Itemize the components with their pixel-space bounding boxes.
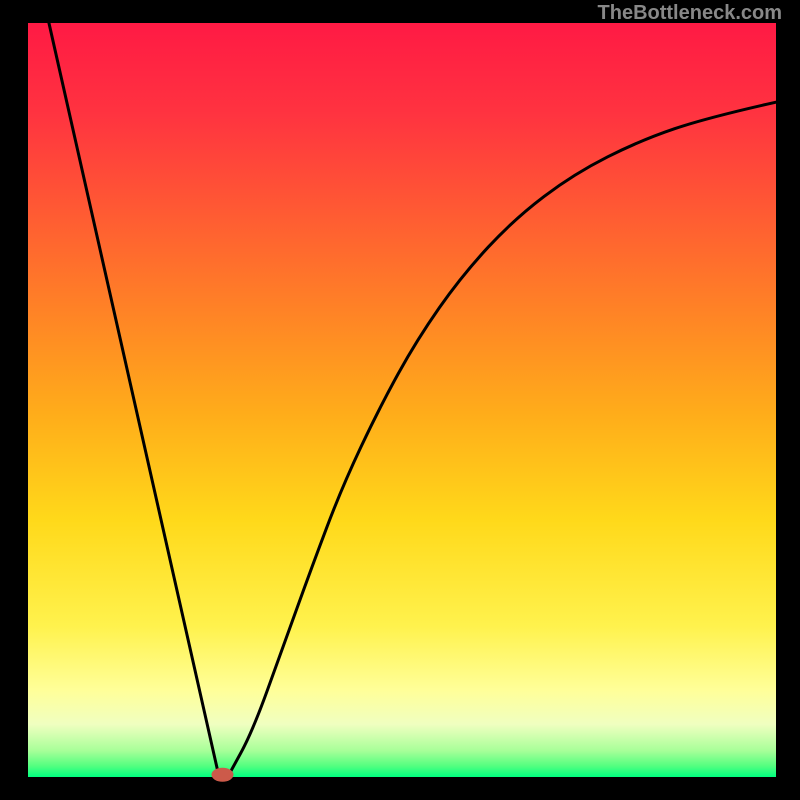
watermark-text: TheBottleneck.com	[598, 2, 782, 25]
minimum-marker	[211, 768, 233, 782]
chart-container: TheBottleneck.com	[0, 0, 800, 800]
plot-background	[28, 23, 776, 777]
bottleneck-chart	[0, 0, 800, 800]
